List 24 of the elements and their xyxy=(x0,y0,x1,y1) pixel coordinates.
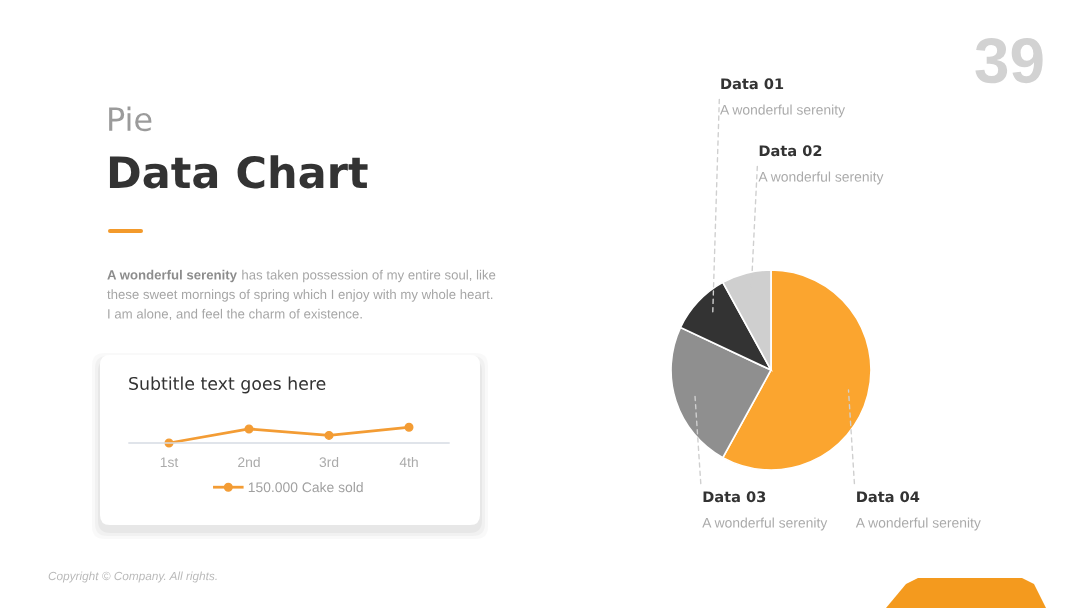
text: Pie xyxy=(109,106,152,132)
text: A wonderful serenity xyxy=(702,517,828,531)
point xyxy=(244,424,254,434)
x-tick-label: 2nd xyxy=(238,456,260,468)
text: has taken possession of my entire soul, like xyxy=(242,269,496,283)
chart-title: Subtitle text goes here xyxy=(129,376,326,394)
slice-label: Data 02 xyxy=(759,145,822,157)
slice-label: Data 01 xyxy=(721,78,784,90)
text: A wonderful serenity xyxy=(107,269,237,283)
slice-label: Data 03 xyxy=(703,491,766,503)
text: A wonderful serenity xyxy=(720,104,846,118)
text: Data Chart xyxy=(109,155,368,189)
point xyxy=(404,422,414,432)
x-tick-label: 3rd xyxy=(319,456,339,468)
legend-label: 150.000 Cake sold xyxy=(248,482,363,493)
text: these sweet mornings of spring which I enjoy with my whole heart. xyxy=(107,289,493,302)
text: A wonderful serenity xyxy=(758,171,884,185)
x-tick-label: 1st xyxy=(160,457,179,468)
text: I am alone, and feel the charm of existence. xyxy=(108,308,362,321)
point xyxy=(324,430,334,440)
text: A wonderful serenity xyxy=(855,517,981,531)
x-tick-label: 4th xyxy=(399,456,418,468)
slice-label: Data 04 xyxy=(857,491,920,503)
text: Copyright © Company. All rights. xyxy=(48,571,217,583)
